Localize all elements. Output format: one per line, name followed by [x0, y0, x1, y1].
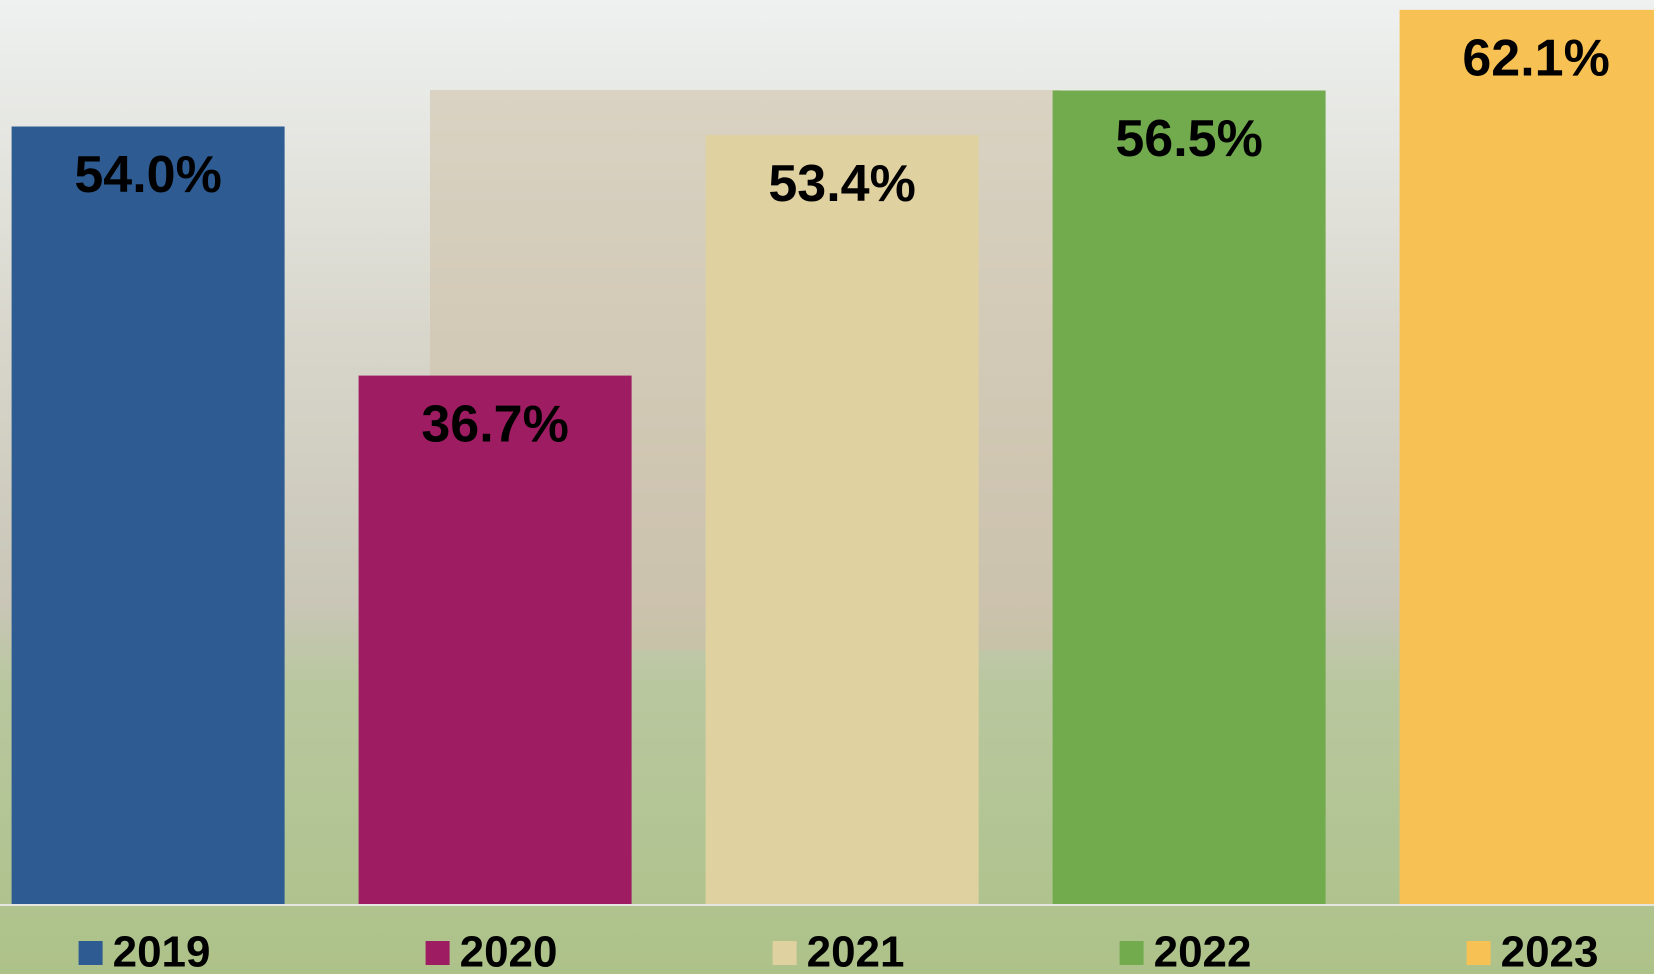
bar: [12, 127, 285, 904]
data-label: 36.7%: [421, 395, 568, 453]
legend-swatch: [773, 941, 797, 965]
bar: [1053, 91, 1326, 904]
bar: [359, 376, 632, 904]
legend-label: 2021: [807, 928, 905, 974]
legend-label: 2019: [113, 928, 211, 974]
legend-swatch: [79, 941, 103, 965]
page: {"chart_data": {"type": "bar", "categori…: [0, 0, 1654, 974]
legend-swatch: [1120, 941, 1144, 965]
legend-label: 2020: [460, 928, 558, 974]
data-label: 62.1%: [1462, 30, 1609, 88]
data-label: 53.4%: [768, 155, 915, 213]
data-label: 54.0%: [74, 146, 221, 204]
legend-swatch: [426, 941, 450, 965]
bar: [1400, 10, 1654, 904]
legend-swatch: [1467, 941, 1491, 965]
chart: 54.0% 2019 36.7% 2020 53.4% 2021 56.5% 2022 62.1…: [0, 0, 1654, 974]
legend-label: 2023: [1501, 928, 1599, 974]
legend-label: 2022: [1154, 928, 1252, 974]
data-label: 56.5%: [1115, 110, 1262, 168]
bar: [706, 135, 979, 904]
